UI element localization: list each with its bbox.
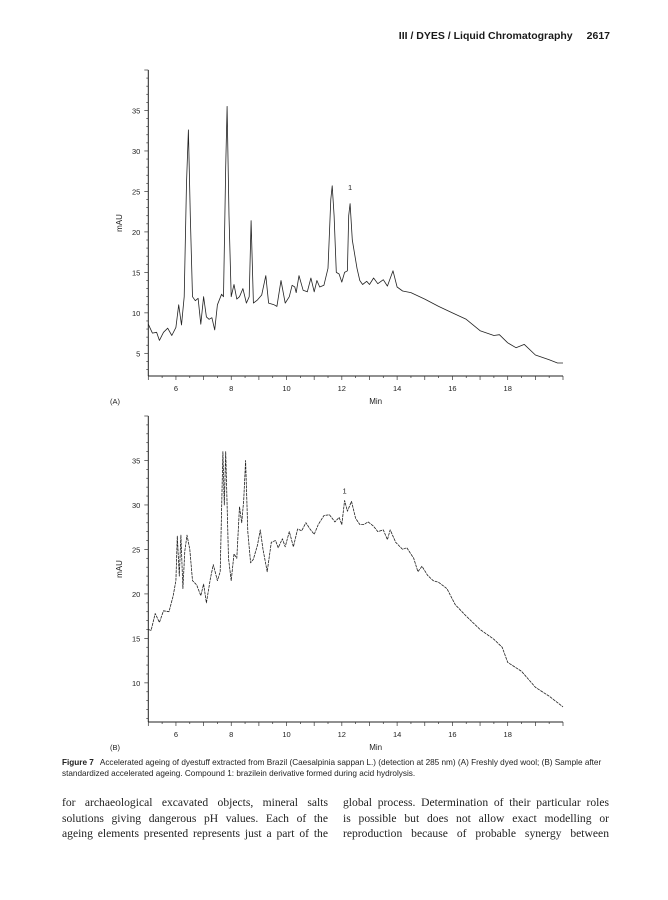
chart-b-panel-label: (B) — [110, 743, 121, 752]
chart-a-trace-line — [147, 106, 563, 364]
body-line: ageing elements presented represents jus… — [62, 827, 328, 840]
caption-text: Accelerated ageing of dyestuff extracted… — [62, 758, 602, 778]
chart-b-y-tick-label: 25 — [132, 545, 140, 554]
chart-a-x-tick-label: 12 — [338, 384, 346, 393]
body-line: global process. Determination of their p… — [343, 796, 609, 809]
body-column-left: for archaeological excavated objects, mi… — [62, 795, 328, 842]
body-line: solutions giving dangerous pH values. Ea… — [62, 811, 328, 825]
chart-a-y-tick-label: 20 — [132, 228, 140, 237]
chart-b-y-tick-label: 10 — [132, 679, 140, 688]
chart-b-y-tick-label: 30 — [132, 501, 140, 510]
chart-a-x-tick-label: 16 — [448, 384, 456, 393]
chart-a-y-tick-label: 5 — [136, 349, 140, 358]
chart-b-x-tick-label: 14 — [393, 730, 401, 739]
page-number: 2617 — [586, 30, 610, 42]
chart-a-y-tick-label: 10 — [132, 309, 140, 318]
chart-a-peak-label: 1 — [348, 183, 352, 192]
chart-b-trace-line — [148, 451, 564, 708]
chart-a-y-tick-label: 15 — [132, 268, 140, 277]
chart-b-x-tick-label: 8 — [229, 730, 233, 739]
chart-a-x-tick-label: 8 — [229, 384, 233, 393]
body-column-right: global process. Determination of their p… — [343, 795, 609, 842]
chart-a-x-tick-label: 18 — [504, 384, 512, 393]
chart-a-x-tick-label: 14 — [393, 384, 401, 393]
chart-a-y-axis-label: mAU — [115, 214, 124, 232]
chart-a-y-tick-label: 30 — [132, 147, 140, 156]
chart-b-y-tick-label: 20 — [132, 590, 140, 599]
chart-b-x-tick-label: 16 — [448, 730, 456, 739]
chart-b-x-tick-label: 10 — [282, 730, 290, 739]
figure-label: Figure 7 — [62, 758, 94, 767]
chart-b-x-tick-label: 6 — [174, 730, 178, 739]
body-line: for archaeological excavated objects, mi… — [62, 796, 328, 809]
chart-b-y-tick-label: 15 — [132, 634, 140, 643]
chart-a-x-axis-label: Min — [369, 397, 382, 406]
chart-b-y-axis-label: mAU — [115, 560, 124, 578]
chart-b-x-axis-label: Min — [369, 743, 382, 752]
chart-a-x-tick-label: 6 — [174, 384, 178, 393]
body-line: is possible but does not allow exact mod… — [343, 811, 609, 825]
figure-caption: Figure 7 Accelerated ageing of dyestuff e… — [62, 757, 622, 779]
running-title: III / DYES / Liquid Chromatography — [398, 30, 573, 42]
chart-a-x-tick-label: 10 — [282, 384, 290, 393]
body-line: reproduction because of probable synergy… — [343, 827, 609, 840]
chart-b-y-tick-label: 35 — [132, 456, 140, 465]
chart-b-x-tick-label: 12 — [338, 730, 346, 739]
chart-a-y-tick-label: 35 — [132, 106, 140, 115]
chart-a-panel-label: (A) — [110, 397, 121, 406]
chart-a-y-tick-label: 25 — [132, 187, 140, 196]
chart-b-peak-label: 1 — [343, 486, 347, 495]
running-header: III / DYES / Liquid Chromatography 2617 — [399, 30, 610, 42]
chart-b-x-tick-label: 18 — [504, 730, 512, 739]
